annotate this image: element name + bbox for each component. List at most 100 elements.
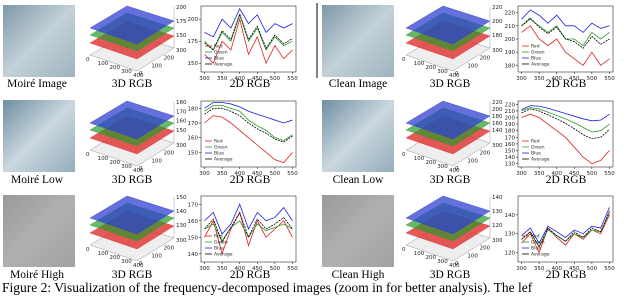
x-tick-label: 300: [199, 171, 210, 177]
image: [322, 195, 394, 267]
x-tick-label: 350: [217, 266, 228, 272]
series-line: [521, 105, 610, 122]
x-tick-label: 500: [587, 76, 598, 82]
series-line: [521, 108, 610, 140]
z-tick-label: 140: [492, 195, 503, 201]
y-tick-label: 150: [505, 149, 516, 155]
legend-label: Average: [531, 157, 550, 163]
x-tick-label: 400: [551, 266, 562, 272]
x-tick-label: 300: [121, 164, 132, 170]
series-line: [521, 9, 610, 33]
x-tick-label: 200: [110, 255, 121, 261]
panel-label: 3D RGB: [430, 269, 471, 281]
y-tick-label: 140: [505, 155, 516, 161]
y-tick-label: 200: [188, 17, 199, 23]
y-tick-label: 220: [505, 11, 516, 17]
panel-label: 2D RGB: [230, 78, 271, 90]
series-line: [521, 113, 610, 165]
y-tick-label: 170: [188, 121, 199, 127]
x-tick-label: 0: [402, 247, 406, 253]
y-tick-label: 175: [188, 39, 199, 45]
legend-label: Green: [214, 145, 228, 151]
x-tick-label: 200: [426, 160, 437, 166]
panel-label: 2D RGB: [230, 174, 271, 186]
y-tick-label: 100: [467, 63, 478, 69]
x-tick-label: 450: [252, 76, 263, 82]
x-tick-label: 350: [217, 76, 228, 82]
x-tick-label: 500: [270, 266, 281, 272]
z-tick-label: 130: [176, 223, 187, 229]
y-tick-label: 160: [188, 219, 199, 225]
y-tick-label: 0: [455, 261, 459, 267]
x-tick-label: 400: [234, 171, 245, 177]
series-line: [521, 210, 610, 248]
x-tick-label: 300: [437, 259, 448, 265]
z-tick-label: 175: [176, 19, 187, 25]
x-tick-label: 400: [133, 73, 144, 79]
y-tick-label: 130: [505, 232, 516, 238]
legend-label: Average: [531, 62, 550, 68]
x-tick-label: 550: [604, 76, 615, 82]
z-tick-label: 140: [176, 209, 187, 215]
y-tick-label: 170: [188, 202, 199, 208]
surface: [89, 5, 175, 45]
x-tick-label: 500: [587, 266, 598, 272]
legend-label: Blue: [531, 246, 541, 252]
x-tick-label: 300: [199, 266, 210, 272]
z-tick-label: 140: [492, 128, 503, 134]
x-tick-label: 300: [121, 259, 132, 265]
y-tick-label: 140: [505, 213, 516, 219]
y-tick-label: 100: [151, 63, 162, 69]
y-tick-label: 300: [176, 48, 187, 54]
panel-label: 3D RGB: [112, 78, 153, 90]
x-tick-label: 500: [270, 76, 281, 82]
panel-label: Clean Low: [333, 174, 384, 186]
y-tick-label: 120: [505, 251, 516, 257]
y-tick-label: 0: [139, 166, 143, 172]
y-tick-label: 100: [467, 158, 478, 164]
x-tick-label: 300: [516, 266, 527, 272]
x-tick-label: 200: [110, 65, 121, 71]
legend-label: Blue: [214, 246, 224, 252]
series-line: [204, 107, 293, 143]
x-tick-label: 0: [402, 57, 406, 63]
legend-label: Red: [214, 139, 223, 145]
y-tick-label: 300: [176, 143, 187, 149]
y-tick-label: 200: [164, 246, 175, 252]
x-tick-label: 400: [551, 171, 562, 177]
y-tick-label: 160: [505, 142, 516, 148]
series-line: [204, 105, 293, 142]
x-tick-label: 400: [234, 266, 245, 272]
y-tick-label: 0: [139, 261, 143, 267]
surface: [89, 195, 175, 235]
legend-label: Blue: [531, 151, 541, 157]
legend-label: Red: [531, 44, 540, 50]
legend-label: Blue: [531, 56, 541, 62]
image: [3, 100, 75, 172]
legend-label: Green: [531, 145, 545, 151]
y-tick-label: 300: [492, 48, 503, 54]
panel-label: 2D RGB: [546, 174, 587, 186]
x-tick-label: 400: [551, 76, 562, 82]
y-tick-label: 200: [480, 56, 491, 62]
series-line: [204, 7, 293, 38]
z-tick-label: 200: [492, 19, 503, 25]
x-tick-label: 400: [449, 168, 460, 174]
series-line: [204, 203, 293, 235]
x-tick-label: 0: [86, 57, 90, 63]
panel-label: 3D RGB: [112, 269, 153, 281]
y-tick-label: 100: [151, 253, 162, 259]
x-tick-label: 100: [414, 61, 425, 67]
y-tick-label: 200: [505, 37, 516, 43]
series-line: [204, 115, 293, 164]
x-tick-label: 0: [86, 247, 90, 253]
y-tick-label: 300: [492, 143, 503, 149]
legend-label: Green: [531, 240, 545, 246]
x-tick-label: 200: [426, 255, 437, 261]
y-tick-label: 0: [139, 71, 143, 77]
surface: [89, 100, 175, 140]
y-tick-label: 200: [505, 116, 516, 122]
x-tick-label: 350: [534, 171, 545, 177]
z-tick-label: 150: [176, 128, 187, 134]
surface: [405, 5, 491, 45]
